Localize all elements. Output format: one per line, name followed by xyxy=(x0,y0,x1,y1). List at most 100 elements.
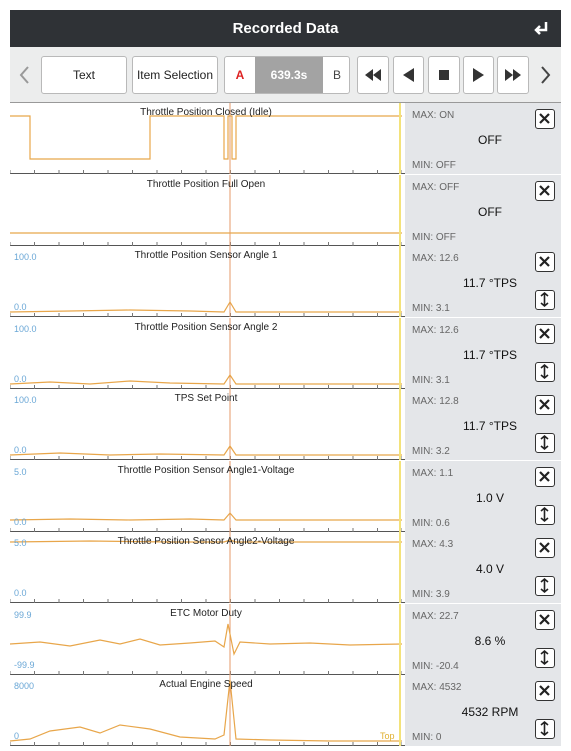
scale-button[interactable] xyxy=(535,647,555,668)
value-panel: MAX: 12.8 11.7 °TPS MIN: 3.2 xyxy=(405,389,561,460)
stop-button[interactable] xyxy=(428,56,460,94)
max-label: MAX: 12.6 xyxy=(412,253,459,264)
trace-plot xyxy=(10,174,402,246)
close-button[interactable] xyxy=(535,538,555,558)
scale-button[interactable] xyxy=(535,504,555,525)
trace-plot xyxy=(10,317,402,389)
scale-icon xyxy=(540,577,549,594)
value-panel: MAX: 1.1 1.0 V MIN: 0.6 xyxy=(405,460,561,532)
close-icon xyxy=(539,399,550,410)
min-label: MIN: OFF xyxy=(412,231,456,243)
y-top-label: 5.0 xyxy=(14,466,27,477)
scale-icon xyxy=(540,720,549,737)
toolbar: Text Item Selection A 639.3s B xyxy=(10,47,561,103)
current-value: 4.0 V xyxy=(475,562,505,576)
current-value: 4532 RPM xyxy=(461,705,519,719)
data-row: Actual Engine Speed 8000 0 Top MAX: 4532 4532… xyxy=(10,675,561,746)
row-chart: Actual Engine Speed 8000 0 Top xyxy=(10,675,402,746)
play-button[interactable] xyxy=(463,56,494,94)
current-value: 8.6 % xyxy=(474,633,506,648)
current-value: OFF xyxy=(478,204,502,219)
marker-b[interactable]: B xyxy=(332,68,341,82)
data-row: Throttle Position Sensor Angle 1 100.0 0.0… xyxy=(10,246,561,317)
row-chart: Throttle Position Sensor Angle1-Voltage 5… xyxy=(10,460,402,532)
y-bottom-label: 0.0 xyxy=(14,373,27,384)
row-chart: TPS Set Point 100.0 0.0 xyxy=(10,389,402,460)
time: 639.3s xyxy=(255,57,323,93)
scale-button[interactable] xyxy=(535,433,555,453)
close-button[interactable] xyxy=(535,395,555,415)
row-title: Throttle Position Closed (Idle) xyxy=(140,107,272,118)
close-button[interactable] xyxy=(535,323,555,344)
scale-button[interactable] xyxy=(535,361,555,382)
item-selection-tab[interactable]: Item Selection xyxy=(132,56,218,94)
scale-icon xyxy=(540,649,549,665)
row-title: Throttle Position Sensor Angle1-Voltage xyxy=(117,464,295,476)
y-bottom-label: 0 xyxy=(14,731,20,741)
close-button[interactable] xyxy=(535,180,555,201)
data-row: Throttle Position Sensor Angle2-Voltage 5… xyxy=(10,532,561,603)
max-label: MAX: 12.8 xyxy=(412,396,459,407)
forward-button[interactable] xyxy=(497,56,529,94)
min-label: MIN: 3.9 xyxy=(412,589,450,600)
row-title: Throttle Position Sensor Angle 1 xyxy=(134,250,278,261)
row-title: Throttle Position Sensor Angle 2 xyxy=(134,321,278,333)
header: Recorded Data xyxy=(10,10,561,47)
prev-button[interactable] xyxy=(18,65,32,85)
close-icon xyxy=(539,685,550,696)
close-button[interactable] xyxy=(535,252,555,272)
y-top-label: 100.0 xyxy=(14,323,37,334)
y-top-label: 100.0 xyxy=(14,395,37,405)
scale-icon xyxy=(540,363,549,379)
y-top-label: 100.0 xyxy=(14,252,37,262)
data-row: Throttle Position Closed (Idle) MAX: ON OF… xyxy=(10,103,561,174)
trace-line xyxy=(10,444,402,456)
trace-line xyxy=(10,115,402,160)
marker-a[interactable]: A xyxy=(235,68,245,82)
row-chart: Throttle Position Sensor Angle 2 100.0 0.0 xyxy=(10,317,402,389)
close-button[interactable] xyxy=(535,109,555,129)
value-panel: MAX: 4.3 4.0 V MIN: 3.9 xyxy=(405,532,561,603)
text-tab[interactable]: Text xyxy=(41,56,127,94)
min-label: MIN: 3.1 xyxy=(412,303,450,314)
row-title: TPS Set Point xyxy=(174,393,238,404)
y-bottom-label: -99.9 xyxy=(14,659,35,670)
scale-button[interactable] xyxy=(535,290,555,310)
current-value: 11.7 °TPS xyxy=(463,347,517,362)
y-bottom-label: 0.0 xyxy=(14,445,27,455)
rewind-button[interactable] xyxy=(357,56,389,94)
back-button[interactable] xyxy=(530,18,552,40)
close-icon xyxy=(539,184,550,196)
data-row: Throttle Position Sensor Angle 2 100.0 0.0… xyxy=(10,317,561,389)
trace-plot xyxy=(10,603,402,675)
scale-button[interactable] xyxy=(535,719,555,739)
y-bottom-label: 0.0 xyxy=(14,302,27,312)
current-value: OFF xyxy=(478,133,502,147)
y-top-label: 99.9 xyxy=(14,609,32,620)
trace-line xyxy=(10,679,402,742)
scale-icon xyxy=(540,291,549,308)
max-label: MAX: 22.7 xyxy=(412,610,459,622)
trace-plot xyxy=(10,460,402,532)
value-panel: MAX: ON OFF MIN: OFF xyxy=(405,103,561,174)
scale-button[interactable] xyxy=(535,576,555,596)
close-button[interactable] xyxy=(535,681,555,701)
close-button[interactable] xyxy=(535,609,555,630)
close-button[interactable] xyxy=(535,466,555,487)
data-row: Throttle Position Full Open MAX: OFF OFF MI… xyxy=(10,174,561,246)
close-icon xyxy=(539,327,550,339)
trace-line xyxy=(10,511,402,521)
row-chart: Throttle Position Sensor Angle 1 100.0 0.0 xyxy=(10,246,402,317)
current-value: 1.0 V xyxy=(475,490,505,505)
trace-plot xyxy=(10,675,402,746)
next-button[interactable] xyxy=(538,65,552,85)
scale-icon xyxy=(540,434,549,451)
value-panel: MAX: 12.6 11.7 °TPS MIN: 3.1 xyxy=(405,317,561,389)
step-back-button[interactable] xyxy=(393,56,424,94)
data-row: ETC Motor Duty 99.9 -99.9 MAX: 22.7 8.6 % MIN… xyxy=(10,603,561,675)
row-chart: Throttle Position Closed (Idle) xyxy=(10,103,402,174)
row-title: ETC Motor Duty xyxy=(170,607,242,619)
value-panel: MAX: 4532 4532 RPM MIN: 0 xyxy=(405,675,561,746)
min-label: MIN: 3.2 xyxy=(412,446,450,457)
